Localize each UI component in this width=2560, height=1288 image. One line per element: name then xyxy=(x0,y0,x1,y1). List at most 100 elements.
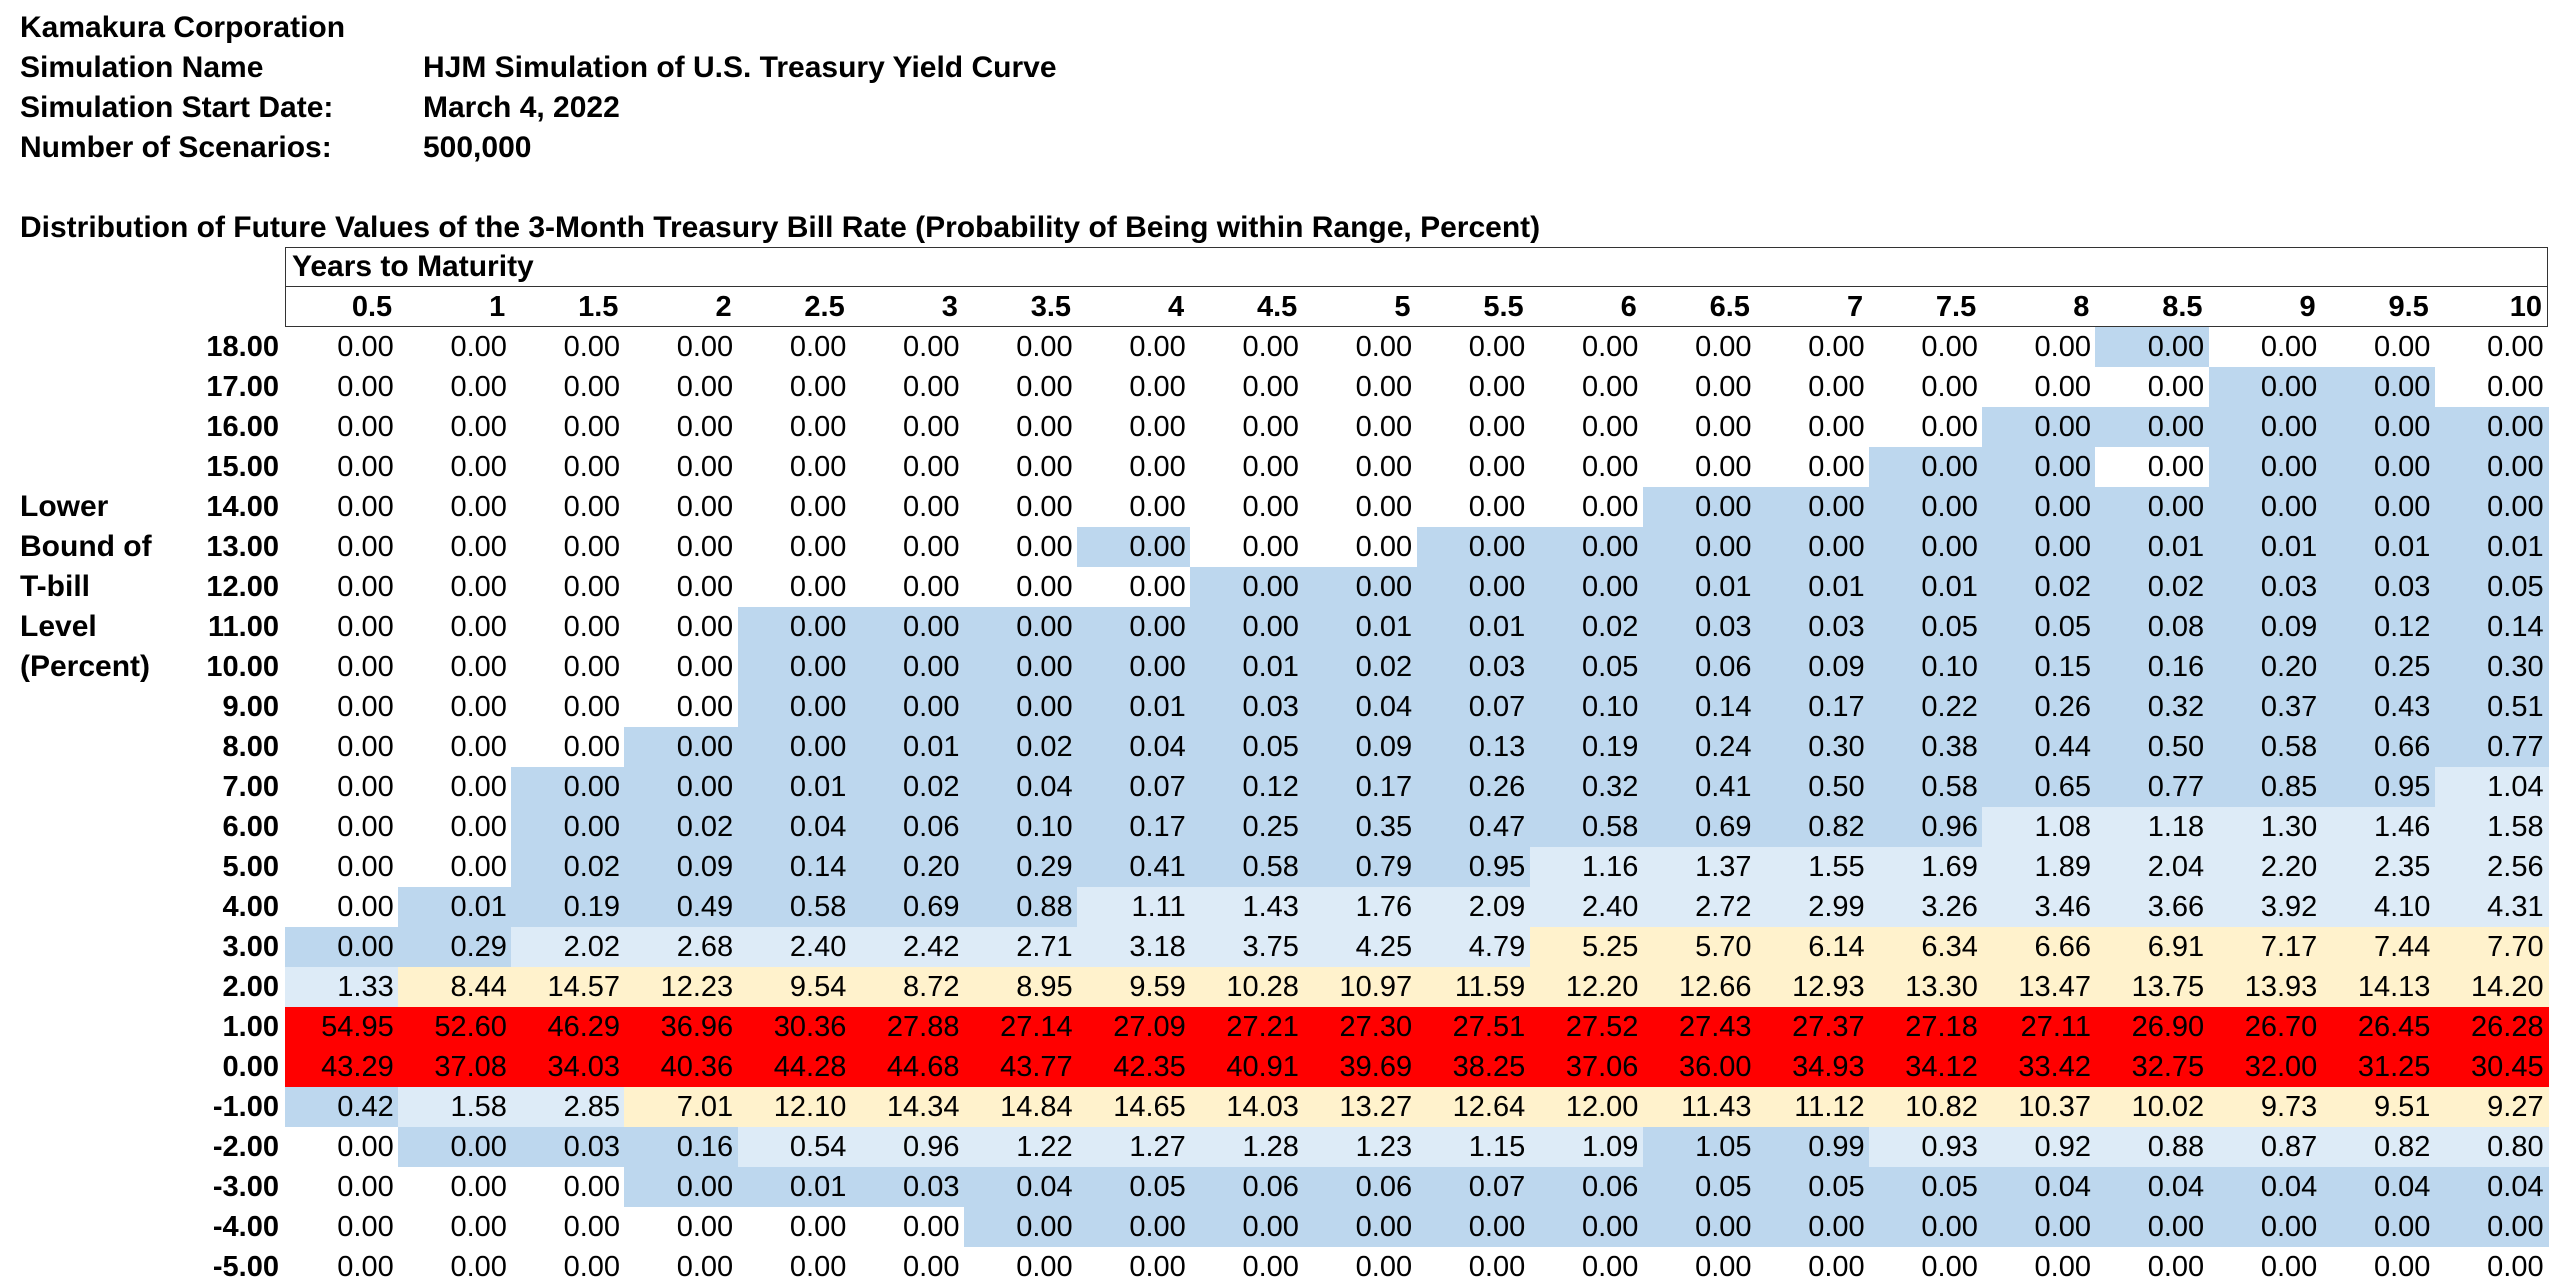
table-cell: 39.69 xyxy=(1303,1047,1418,1087)
table-cell: 0.03 xyxy=(1190,687,1304,727)
table-cell: 0.00 xyxy=(963,1207,1078,1247)
row-label: -5.00 xyxy=(212,1251,279,1283)
table-cell: 0.00 xyxy=(737,487,852,527)
table-cell: 0.00 xyxy=(2434,367,2549,407)
table-cell: 1.23 xyxy=(1303,1127,1418,1167)
table-cell: 6.66 xyxy=(1982,927,2096,967)
table-cell: 0.00 xyxy=(1982,527,2096,567)
table-cell: 0.00 xyxy=(963,687,1078,727)
table-cell: 0.00 xyxy=(2321,447,2436,487)
table-cell: 1.43 xyxy=(1190,887,1304,927)
table-cell: 0.87 xyxy=(2208,1127,2323,1167)
table-cell: 37.08 xyxy=(398,1047,512,1087)
table-cell: 0.00 xyxy=(511,1207,626,1247)
table-cell: 0.00 xyxy=(737,367,852,407)
table-cell: 0.06 xyxy=(1303,1167,1418,1207)
table-cell: 0.42 xyxy=(285,1087,399,1127)
table-cell: 5.25 xyxy=(1529,927,1644,967)
table-cell: 2.09 xyxy=(1416,887,1531,927)
table-cell: 0.00 xyxy=(1529,527,1644,567)
table-cell: 40.91 xyxy=(1190,1047,1304,1087)
table-cell: 0.00 xyxy=(398,367,512,407)
row-label: 10.00 xyxy=(206,651,279,683)
table-cell: 0.00 xyxy=(1982,487,2096,527)
table-cell: 0.00 xyxy=(737,327,852,367)
table-cell: 0.00 xyxy=(1190,567,1304,607)
table-cell: 54.95 xyxy=(285,1007,399,1047)
table-cell: 0.00 xyxy=(2434,1247,2549,1287)
table-cell: 0.77 xyxy=(2434,727,2549,767)
table-cell: 34.12 xyxy=(1869,1047,1983,1087)
table-cell: 0.02 xyxy=(1982,567,2096,607)
column-header-box xyxy=(285,247,2548,327)
row-label: 5.00 xyxy=(222,851,279,883)
table-cell: 0.10 xyxy=(1529,687,1644,727)
start-date-row: Simulation Start Date: March 4, 2022 xyxy=(20,88,620,128)
table-cell: 0.00 xyxy=(511,367,626,407)
simulation-name-row: Simulation Name HJM Simulation of U.S. T… xyxy=(20,48,1057,88)
table-cell: 0.00 xyxy=(737,407,852,447)
table-cell: 0.00 xyxy=(1869,407,1983,447)
table-cell: 0.30 xyxy=(2434,647,2549,687)
table-cell: 0.00 xyxy=(737,647,852,687)
table-cell: 1.76 xyxy=(1303,887,1418,927)
table-cell: 0.00 xyxy=(737,1207,852,1247)
table-cell: 12.20 xyxy=(1529,967,1644,1007)
column-label: 6.5 xyxy=(1709,291,1750,323)
table-cell: 0.01 xyxy=(1416,607,1531,647)
table-cell: 0.00 xyxy=(1755,447,1870,487)
table-cell: 0.00 xyxy=(1869,1247,1983,1287)
table-cell: 32.00 xyxy=(2208,1047,2323,1087)
row-label: 18.00 xyxy=(206,331,279,363)
column-label: 10 xyxy=(2509,291,2542,323)
table-cell: 0.00 xyxy=(850,1207,965,1247)
table-cell: 0.00 xyxy=(1982,407,2096,447)
table-cell: 0.00 xyxy=(1303,1207,1418,1247)
table-cell: 0.00 xyxy=(1642,367,1757,407)
table-cell: 0.10 xyxy=(1869,647,1983,687)
table-cell: 0.04 xyxy=(1303,687,1418,727)
table-cell: 27.30 xyxy=(1303,1007,1418,1047)
table-cell: 0.12 xyxy=(2321,607,2436,647)
table-cell: 0.15 xyxy=(1982,647,2096,687)
table-cell: 0.00 xyxy=(511,607,626,647)
table-cell: 0.00 xyxy=(398,407,512,447)
table-cell: 0.00 xyxy=(2208,487,2323,527)
table-cell: 0.00 xyxy=(737,1247,852,1287)
table-cell: 0.03 xyxy=(2208,567,2323,607)
table-cell: 0.00 xyxy=(1416,1207,1531,1247)
table-cell: 14.65 xyxy=(1077,1087,1191,1127)
table-cell: 7.01 xyxy=(624,1087,739,1127)
table-cell: 2.42 xyxy=(850,927,965,967)
table-cell: 0.37 xyxy=(2208,687,2323,727)
table-cell: 0.01 xyxy=(1190,647,1304,687)
table-cell: 27.14 xyxy=(963,1007,1078,1047)
table-cell: 0.06 xyxy=(850,807,965,847)
table-cell: 0.00 xyxy=(2434,487,2549,527)
table-cell: 0.00 xyxy=(2095,367,2210,407)
table-cell: 2.72 xyxy=(1642,887,1757,927)
table-cell: 7.70 xyxy=(2434,927,2549,967)
table-cell: 0.00 xyxy=(398,447,512,487)
table-cell: 8.72 xyxy=(850,967,965,1007)
table-cell: 2.68 xyxy=(624,927,739,967)
table-cell: 0.00 xyxy=(1642,1247,1757,1287)
table-cell: 12.64 xyxy=(1416,1087,1531,1127)
column-label: 0.5 xyxy=(351,291,393,323)
column-label: 8.5 xyxy=(2162,291,2203,323)
table-cell: 0.05 xyxy=(1190,727,1304,767)
table-cell: 0.00 xyxy=(2321,1247,2436,1287)
table-cell: 0.77 xyxy=(2095,767,2210,807)
table-cell: 0.17 xyxy=(1077,807,1191,847)
table-cell: 36.96 xyxy=(624,1007,739,1047)
table-cell: 0.00 xyxy=(1755,327,1870,367)
table-cell: 0.00 xyxy=(2095,1247,2210,1287)
table-cell: 0.00 xyxy=(1077,1247,1191,1287)
column-label: 3.5 xyxy=(1030,291,1072,323)
table-cell: 0.54 xyxy=(737,1127,852,1167)
table-cell: 0.03 xyxy=(2321,567,2436,607)
table-cell: 0.00 xyxy=(511,567,626,607)
table-cell: 0.00 xyxy=(2434,1207,2549,1247)
table-cell: 0.00 xyxy=(511,527,626,567)
table-cell: 0.00 xyxy=(850,607,965,647)
